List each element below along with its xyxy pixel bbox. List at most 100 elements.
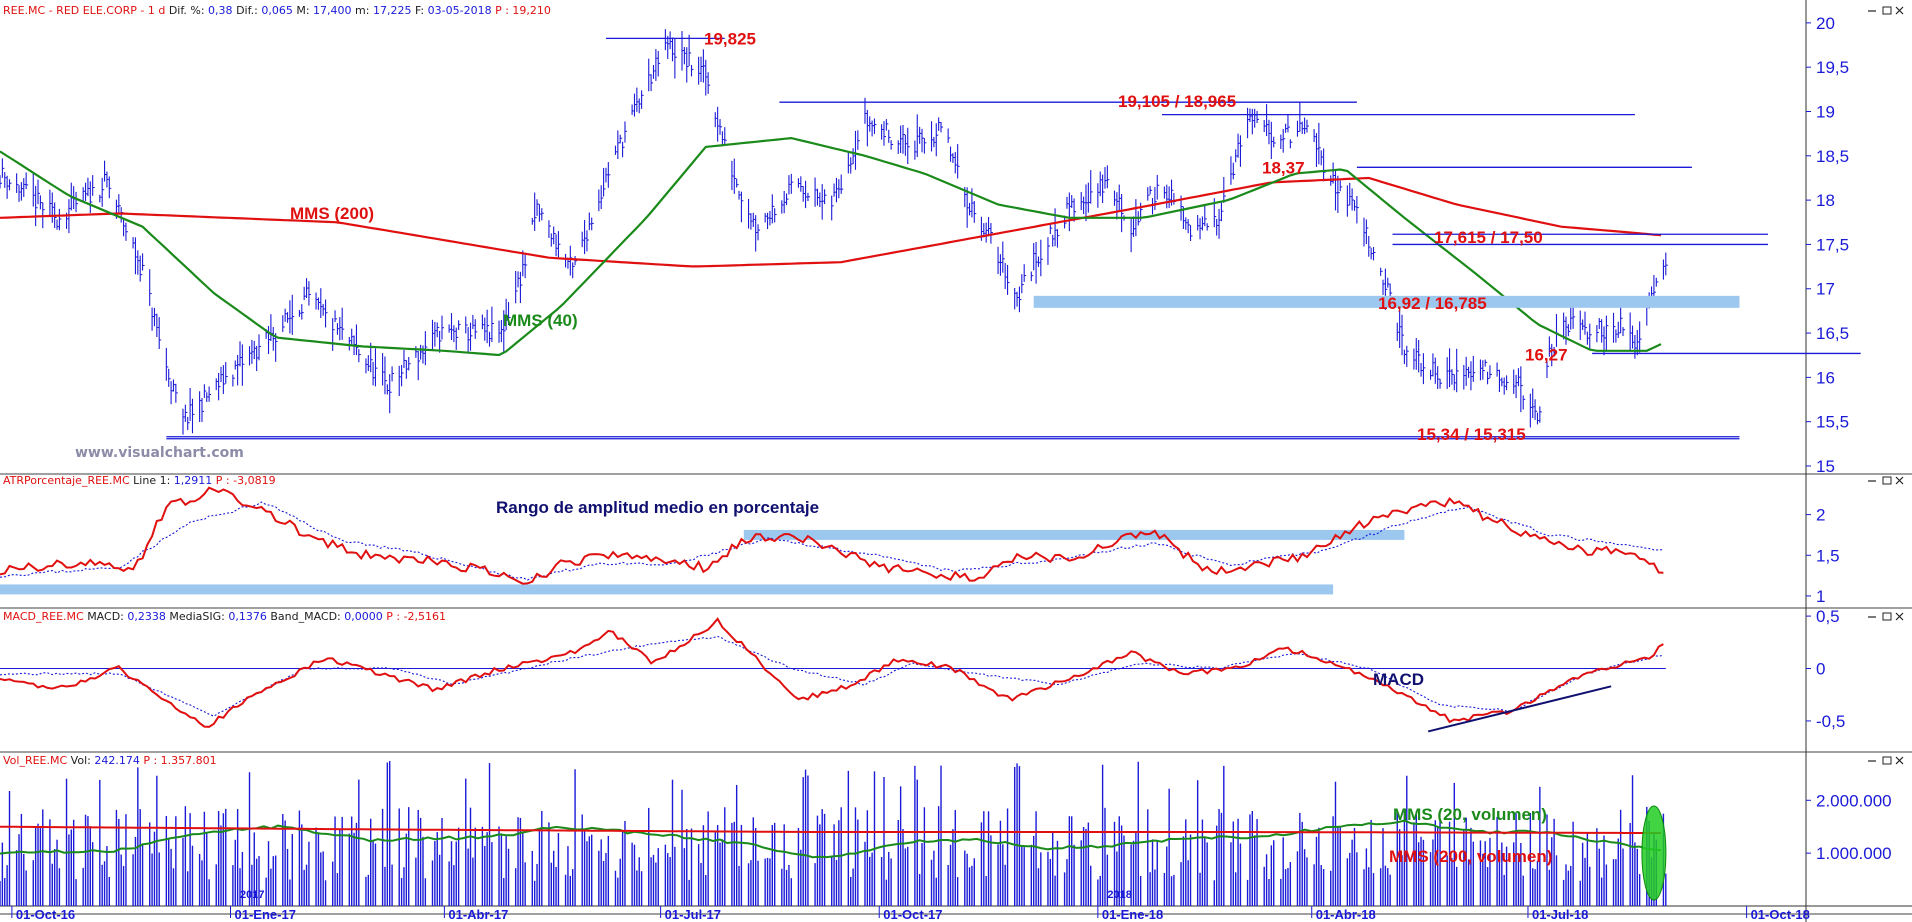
y-tick-label: 16,5: [1816, 324, 1849, 343]
indicator-name: MACD_REE.MC: [3, 610, 87, 623]
support-band-16920: [1033, 295, 1740, 308]
panel-window-buttons[interactable]: [1868, 6, 1904, 765]
field-value: 0,065: [258, 4, 296, 17]
maximize-icon: [1882, 476, 1892, 485]
atr-title: Rango de amplitud medio en porcentaje: [496, 498, 819, 517]
maximize-icon: [1882, 6, 1892, 15]
field-value: 1,2911: [170, 474, 215, 487]
field-key: Dif. %:: [169, 4, 205, 17]
macd-line: [0, 617, 1664, 728]
macd-panel: MACD: [0, 617, 1666, 733]
field-key: Dif.:: [236, 4, 258, 17]
y-tick-label: 0: [1816, 660, 1825, 679]
close-icon: [1895, 756, 1904, 765]
price-panel: 19,825 19,105 / 18,965 18,37 17,615 / 17,50…: [0, 29, 1861, 444]
x-tick-label: 01-Oct-17: [883, 907, 942, 922]
last-value: P : -3,0819: [216, 474, 276, 487]
y-tick-label: 15: [1816, 457, 1835, 476]
y-tick-label: -0,5: [1816, 712, 1845, 731]
vol-mms200-label: MMS (200, volumen): [1389, 847, 1552, 866]
y-tick-label: 20: [1816, 14, 1835, 33]
field-value: 242.174: [91, 754, 143, 767]
annotation-17615-1750: 17,615 / 17,50: [1434, 228, 1543, 247]
atr-panel: Rango de amplitud medio en porcentaje: [0, 486, 1664, 595]
y-tick-label: 1.000.000: [1816, 844, 1892, 863]
field-key: Line 1:: [133, 474, 170, 487]
indicator-name: ATRPorcentaje_REE.MC: [3, 474, 133, 487]
mms40-label: MMS (40): [503, 311, 578, 330]
field-value: 03-05-2018: [424, 4, 495, 17]
y-tick-label: 19,5: [1816, 58, 1849, 77]
x-axis: 01-Oct-16 01-Ene-17 01-Abr-17 01-Jul-17 01-O…: [11, 889, 1810, 922]
annotation-16920-16785: 16,92 / 16,785: [1378, 294, 1487, 313]
y-tick-label: 15,5: [1816, 413, 1849, 432]
annotation-19825: 19,825: [704, 29, 756, 48]
field-value: 0,38: [205, 4, 237, 17]
mms200-line: [0, 176, 1662, 268]
y-tick-label: 1,5: [1816, 546, 1840, 565]
panel-header: MACD_REE.MC MACD: 0,2338 MediaSIG: 0,137…: [3, 610, 446, 623]
x-tick-label: 01-Jul-18: [1532, 907, 1588, 922]
panel-headers: REE.MC - RED ELE.CORP - 1 d Dif. %: 0,38…: [3, 4, 551, 767]
last-value: P : -2,5161: [386, 610, 446, 623]
field-key: MACD:: [87, 610, 124, 623]
field-value: 0,0000: [341, 610, 386, 623]
atr-line: [0, 486, 1664, 585]
x-tick-label: 01-Ene-17: [235, 907, 296, 922]
x-tick-label: 01-Oct-16: [16, 907, 75, 922]
year-mark: 2018: [1107, 889, 1131, 901]
vol-mms200-line: [0, 825, 1661, 834]
annotation-1627: 16,27: [1525, 345, 1568, 364]
indicator-name: Vol_REE.MC: [3, 754, 71, 767]
maximize-icon: [1882, 756, 1892, 765]
close-icon: [1895, 476, 1904, 485]
y-tick-label: 2.000.000: [1816, 791, 1892, 810]
x-tick-label: 01-Jul-17: [665, 907, 721, 922]
y-tick-label: 17,5: [1816, 235, 1849, 254]
field-value: 0,1376: [225, 610, 270, 623]
last-value: P : 19,210: [495, 4, 551, 17]
field-key: MediaSIG:: [169, 610, 225, 623]
field-key: Band_MACD:: [270, 610, 340, 623]
close-icon: [1895, 612, 1904, 621]
field-key: M:: [296, 4, 309, 17]
y-tick-label: 0,5: [1816, 607, 1840, 626]
field-value: 17,400: [310, 4, 355, 17]
macd-trend-line: [1427, 685, 1612, 733]
y-tick-label: 1: [1816, 587, 1825, 606]
annotation-1534-15315: 15,34 / 15,315: [1417, 425, 1526, 444]
macd-signal-line: [0, 635, 1664, 717]
field-key: F:: [415, 4, 424, 17]
volume-highlight: [1641, 805, 1667, 901]
y-tick-label: 18: [1816, 191, 1835, 210]
vol-mms20-line: [0, 819, 1662, 859]
watermark: www.visualchart.com: [75, 445, 244, 461]
macd-title: MACD: [1373, 670, 1424, 689]
y-axes: 20 19,5 19 18,5 18 17,5 17 16,5 16 15,5 15 2 1,5 10,5…: [1806, 14, 1892, 863]
panel-header: Vol_REE.MC Vol: 242.174 P : 1.357.801: [3, 754, 217, 767]
annotation-19105-18965: 19,105 / 18,965: [1118, 92, 1236, 111]
x-tick-label: 01-Oct-18: [1751, 907, 1810, 922]
mms200-label: MMS (200): [290, 204, 374, 223]
y-tick-label: 16: [1816, 368, 1835, 387]
y-tick-label: 17: [1816, 280, 1835, 299]
maximize-icon: [1882, 612, 1892, 621]
panel-header: ATRPorcentaje_REE.MC Line 1: 1,2911 P : …: [3, 474, 276, 487]
last-value: P : 1.357.801: [143, 754, 216, 767]
field-value: 17,225: [369, 4, 414, 17]
atr-band: [743, 529, 1405, 540]
atr-band: [0, 584, 1334, 595]
mms40-line: [0, 136, 1662, 357]
field-key: Vol:: [71, 754, 91, 767]
year-mark: 2017: [240, 889, 264, 901]
close-icon: [1895, 6, 1904, 15]
field-key: m:: [355, 4, 369, 17]
x-tick-label: 01-Abr-18: [1316, 907, 1376, 922]
vol-mms20-label: MMS (20, volumen): [1393, 805, 1547, 824]
y-tick-label: 2: [1816, 506, 1825, 525]
x-tick-label: 01-Abr-17: [448, 907, 508, 922]
field-value: 0,2338: [124, 610, 169, 623]
y-tick-label: 19: [1816, 102, 1835, 121]
x-tick-label: 01-Ene-18: [1102, 907, 1163, 922]
